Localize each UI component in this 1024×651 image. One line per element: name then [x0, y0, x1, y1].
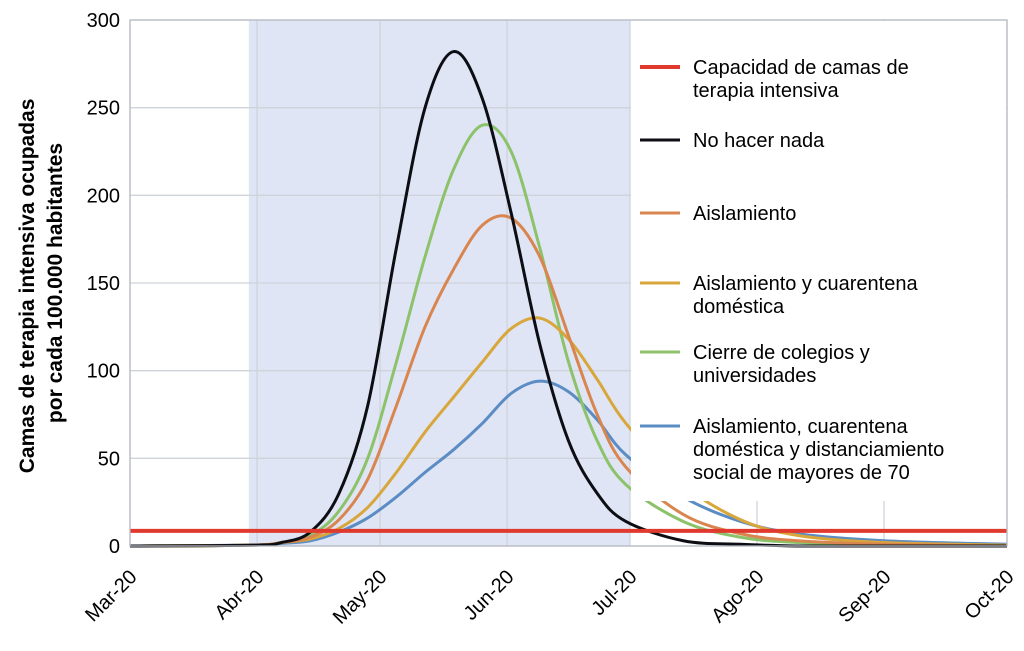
series-line [129, 50, 1007, 548]
y-tick-label: 300 [87, 10, 120, 32]
y-tick-label: 100 [87, 361, 120, 383]
legend-label: Aislamiento, cuarentena [693, 416, 908, 438]
x-tick-label: Ago-20 [707, 566, 768, 627]
legend-background [631, 21, 1006, 501]
legend-label: Capacidad de camas de [693, 57, 909, 79]
y-tick-label: 250 [87, 98, 120, 120]
y-tick-label: 50 [98, 448, 120, 470]
x-tick-label: Abr-20 [211, 566, 269, 624]
y-tick-label: 0 [109, 536, 120, 558]
y-tick-label: 150 [87, 273, 120, 295]
legend-label: doméstica y distanciamiento [693, 439, 944, 461]
x-tick-label: Jul-20 [587, 566, 641, 620]
y-axis-label: Camas de terapia intensiva ocupadas por … [16, 93, 67, 474]
x-tick-label: Mar-20 [81, 566, 141, 626]
legend-label: doméstica [693, 296, 785, 318]
plot-border [129, 19, 1008, 547]
legend-label: terapia intensiva [693, 80, 840, 102]
x-tick-label: Oct-20 [961, 566, 1019, 624]
series-line [129, 214, 1008, 548]
series-lines [129, 50, 1008, 548]
series-line [129, 123, 1008, 548]
y-axis-label-line: por cada 100.000 habitantes [44, 143, 67, 423]
x-tick-label: May-20 [329, 566, 392, 629]
series-line [129, 316, 1008, 548]
x-tick-label: Sep-20 [834, 566, 895, 627]
legend-label: No hacer nada [693, 130, 825, 152]
y-axis-label-line: Camas de terapia intensiva ocupadas [16, 99, 39, 474]
legend-label: Aislamiento y cuarentena [693, 273, 918, 295]
x-tick-label: Jun-20 [460, 566, 519, 625]
legend-label: universidades [693, 365, 816, 387]
y-tick-label: 200 [87, 185, 120, 207]
legend-label: Cierre de colegios y [693, 342, 870, 364]
legend-label: Aislamiento [693, 203, 796, 225]
legend-label: social de mayores de 70 [693, 462, 910, 484]
